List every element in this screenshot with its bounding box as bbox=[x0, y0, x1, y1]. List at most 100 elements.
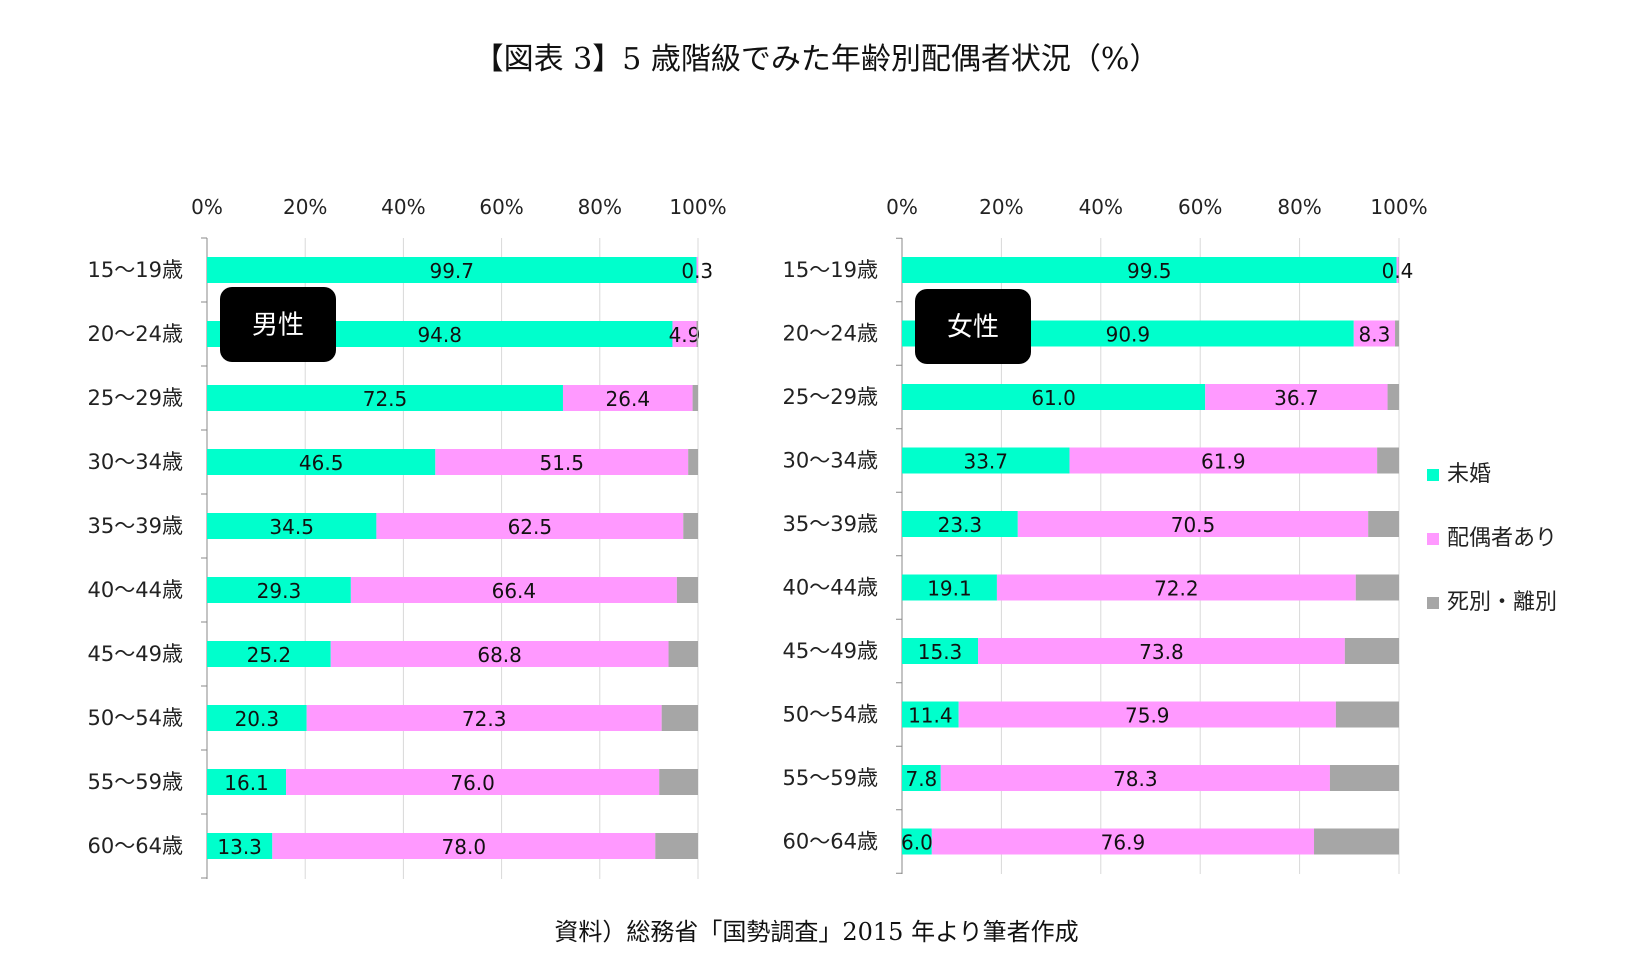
male-bar-widowed_divorced bbox=[692, 385, 698, 411]
female-data-label: 76.9 bbox=[1101, 831, 1146, 855]
female-bar-widowed_divorced bbox=[1314, 828, 1399, 855]
male-bar-widowed_divorced bbox=[676, 577, 698, 603]
male-bar-married bbox=[696, 257, 698, 283]
male-x-tick-label: 20% bbox=[283, 195, 327, 219]
female-bar-unmarried bbox=[902, 447, 1070, 474]
female-bar-married bbox=[978, 638, 1345, 664]
female-bar-unmarried bbox=[902, 384, 1206, 410]
female-category-label: 60〜64歳 bbox=[783, 830, 878, 854]
female-bar-unmarried bbox=[902, 511, 1018, 537]
male-data-label: 34.5 bbox=[269, 515, 314, 539]
male-category-label: 45〜49歳 bbox=[88, 642, 183, 666]
male-bar-widowed_divorced bbox=[655, 833, 698, 859]
male-bar-widowed_divorced bbox=[668, 641, 698, 667]
male-category-label: 55〜59歳 bbox=[88, 770, 183, 794]
female-panel-label: 女性 bbox=[947, 313, 999, 343]
female-x-tick-label: 60% bbox=[1178, 195, 1222, 219]
male-data-label: 0.3 bbox=[681, 259, 713, 283]
female-category-label: 25〜29歳 bbox=[783, 385, 878, 409]
male-data-label: 72.3 bbox=[462, 707, 507, 731]
male-data-label: 68.8 bbox=[477, 643, 522, 667]
female-data-label: 0.4 bbox=[1382, 259, 1414, 283]
male-bar-married bbox=[350, 577, 677, 603]
male-bar-married bbox=[272, 833, 656, 859]
male-bar-widowed_divorced bbox=[696, 321, 698, 347]
male-category-label: 60〜64歳 bbox=[88, 834, 183, 858]
female-bar-widowed_divorced bbox=[1335, 701, 1399, 728]
male-bar-unmarried bbox=[207, 513, 377, 539]
male-data-label: 25.2 bbox=[247, 643, 292, 667]
female-bar-widowed_divorced bbox=[1344, 638, 1399, 664]
male-bar-unmarried bbox=[207, 833, 273, 859]
male-category-label: 30〜34歳 bbox=[88, 450, 183, 474]
female-data-label: 23.3 bbox=[938, 513, 983, 537]
female-data-label: 15.3 bbox=[918, 640, 963, 664]
male-category-label: 40〜44歳 bbox=[88, 578, 183, 602]
male-x-tick-label: 100% bbox=[669, 195, 726, 219]
male-data-label: 94.8 bbox=[417, 323, 462, 347]
female-bar-unmarried bbox=[902, 574, 997, 601]
male-bar-married bbox=[286, 769, 660, 795]
female-data-label: 6.0 bbox=[901, 831, 933, 855]
female-x-tick-label: 40% bbox=[1079, 195, 1123, 219]
male-data-label: 26.4 bbox=[606, 387, 651, 411]
female-category-label: 55〜59歳 bbox=[783, 766, 878, 790]
male-bar-married bbox=[376, 513, 684, 539]
male-x-tick-label: 80% bbox=[578, 195, 622, 219]
female-bar-married bbox=[931, 828, 1315, 855]
female-bar-married bbox=[1396, 257, 1399, 283]
female-bar-widowed_divorced bbox=[1329, 765, 1399, 791]
male-chart-panel: 0% 20% 40% 60% 80% 100% 15〜19歳 99.7 0.3 20〜24歳 94.… bbox=[88, 195, 727, 879]
male-x-tick-label: 0% bbox=[191, 195, 223, 219]
female-data-label: 90.9 bbox=[1106, 323, 1151, 347]
female-bar-unmarried bbox=[902, 765, 941, 791]
legend-swatch-married bbox=[1427, 533, 1439, 545]
female-data-label: 61.0 bbox=[1031, 386, 1076, 410]
female-category-label: 20〜24歳 bbox=[783, 322, 878, 346]
female-data-label: 8.3 bbox=[1358, 323, 1390, 347]
legend-label-married: 配偶者あり bbox=[1447, 526, 1557, 551]
male-data-label: 16.1 bbox=[224, 771, 269, 795]
female-category-label: 30〜34歳 bbox=[783, 449, 878, 473]
male-panel-label: 男性 bbox=[252, 311, 304, 341]
male-data-label: 13.3 bbox=[217, 835, 262, 859]
legend-swatch-widowed_divorced bbox=[1427, 597, 1439, 609]
male-data-label: 76.0 bbox=[450, 771, 495, 795]
female-data-label: 11.4 bbox=[908, 704, 953, 728]
female-x-tick-label: 80% bbox=[1277, 195, 1321, 219]
female-x-tick-label: 0% bbox=[886, 195, 918, 219]
male-data-label: 29.3 bbox=[257, 579, 302, 603]
male-bar-unmarried bbox=[207, 641, 331, 667]
female-data-label: 70.5 bbox=[1171, 513, 1216, 537]
male-data-label: 99.7 bbox=[429, 259, 474, 283]
female-data-label: 72.2 bbox=[1154, 577, 1199, 601]
male-data-label: 46.5 bbox=[299, 451, 344, 475]
female-bar-widowed_divorced bbox=[1395, 320, 1399, 347]
female-category-label: 40〜44歳 bbox=[783, 576, 878, 600]
male-bar-unmarried bbox=[207, 705, 307, 731]
male-bar-widowed_divorced bbox=[688, 449, 698, 475]
legend-label-unmarried: 未婚 bbox=[1447, 462, 1491, 487]
male-data-label: 4.9 bbox=[669, 323, 701, 347]
female-category-label: 35〜39歳 bbox=[783, 512, 878, 536]
source-note: 資料）総務省「国勢調査」2015 年より筆者作成 bbox=[554, 918, 1079, 946]
female-category-label: 15〜19歳 bbox=[783, 258, 878, 282]
male-bar-widowed_divorced bbox=[661, 705, 698, 731]
female-data-label: 19.1 bbox=[927, 577, 972, 601]
female-panel-label-box bbox=[915, 289, 1031, 364]
male-bar-married bbox=[330, 641, 669, 667]
female-data-label: 75.9 bbox=[1125, 704, 1170, 728]
male-bar-unmarried bbox=[207, 257, 697, 283]
female-bar-unmarried bbox=[902, 828, 932, 855]
male-bar-unmarried bbox=[207, 577, 351, 603]
male-data-label: 66.4 bbox=[492, 579, 537, 603]
male-bar-married bbox=[435, 449, 689, 475]
female-chart-panel: 0% 20% 40% 60% 80% 100% 15〜19歳 99.5 0.4 20〜24歳 90.… bbox=[783, 195, 1428, 874]
female-bar-married bbox=[1205, 384, 1388, 410]
female-data-label: 73.8 bbox=[1139, 640, 1184, 664]
female-category-label: 50〜54歳 bbox=[783, 703, 878, 727]
female-bar-married bbox=[1017, 511, 1369, 537]
female-bar-married bbox=[1353, 320, 1396, 347]
